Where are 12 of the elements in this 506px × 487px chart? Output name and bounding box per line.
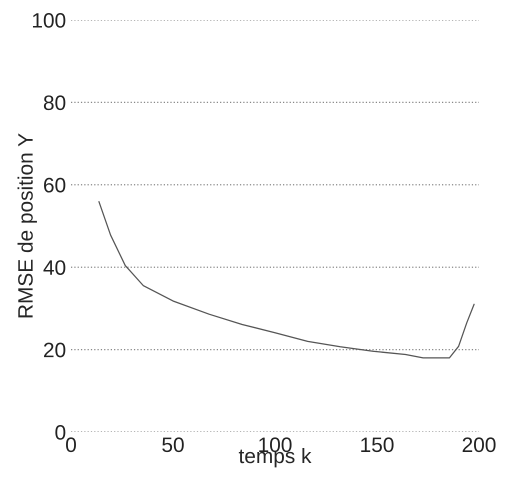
y-tick-label: 0: [55, 425, 66, 440]
x-tick-label: 50: [162, 437, 184, 452]
x-tick-label: 200: [462, 437, 496, 452]
y-axis-title: RMSE de position Y: [18, 133, 37, 318]
line-series: [98, 201, 475, 358]
y-tick-label: 20: [44, 342, 66, 358]
x-tick-label: 0: [66, 437, 76, 452]
y-tick-label: 100: [32, 13, 66, 28]
y-tick-label: 40: [43, 260, 66, 275]
y-tick-label: 60: [44, 178, 66, 193]
x-tick-label: 150: [361, 437, 394, 452]
y-tick-label: 80: [44, 95, 66, 110]
